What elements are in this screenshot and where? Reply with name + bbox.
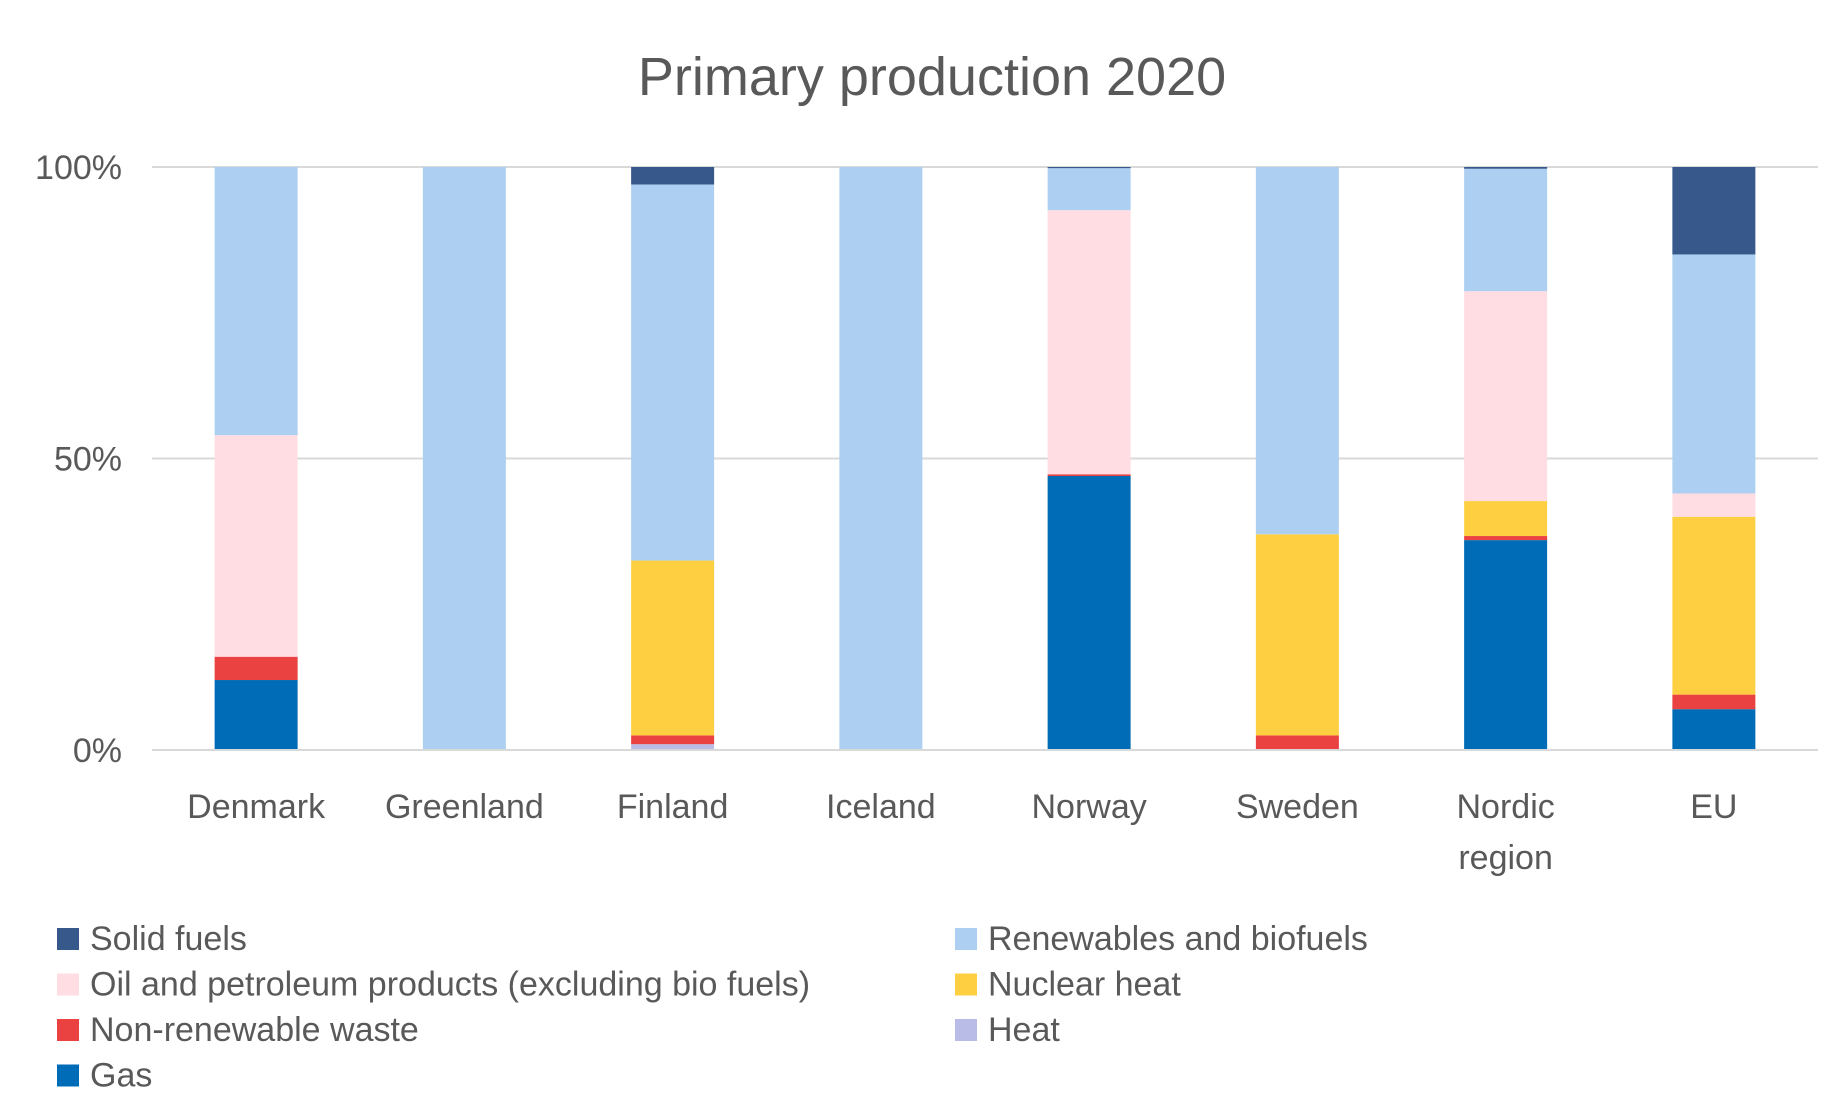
bar-segment <box>631 560 715 736</box>
bar-segment <box>1672 694 1756 710</box>
bar-segment <box>1672 493 1756 517</box>
legend-item: Non-renewable waste <box>57 1011 419 1049</box>
bar-segment <box>1255 167 1339 535</box>
legend-item: Solid fuels <box>57 920 247 958</box>
legend-label: Heat <box>988 1011 1060 1049</box>
legend-item: Heat <box>955 1011 1060 1049</box>
y-tick-label: 0% <box>73 732 122 770</box>
x-tick-label: Denmark <box>187 788 326 826</box>
bar-segment <box>214 656 298 681</box>
bar-segment <box>422 167 506 750</box>
x-tick-label: Nordic <box>1457 788 1555 826</box>
x-tick-label: Iceland <box>826 788 936 826</box>
legend-swatch <box>57 1064 79 1087</box>
bar-segment <box>1464 536 1548 541</box>
bar-segment <box>1255 534 1339 736</box>
x-tick-label: Finland <box>617 788 729 826</box>
legend-swatch <box>955 928 977 950</box>
bar-segment <box>631 184 715 561</box>
bar-segment <box>1464 168 1548 292</box>
bar-segment <box>1672 709 1756 750</box>
gridlines <box>152 166 1818 460</box>
legend: Solid fuels Renewables and biofuels Oil an… <box>57 920 1368 1095</box>
bar-segment <box>214 680 298 750</box>
bar-segment <box>1464 540 1548 750</box>
bar-segment <box>1672 167 1756 255</box>
bar-segment <box>1047 168 1131 211</box>
bar-segment <box>1047 474 1131 476</box>
legend-swatch <box>57 973 79 996</box>
x-axis-ticks: Denmark Greenland Finland Iceland Norway Swed… <box>187 788 1737 877</box>
legend-item: Oil and petroleum products (excluding bi… <box>57 966 810 1004</box>
bar-segment <box>1672 516 1756 695</box>
legend-label: Solid fuels <box>90 920 247 958</box>
bar-segment <box>631 744 715 750</box>
bar-segment <box>214 435 298 657</box>
bar-segment <box>1464 167 1548 169</box>
legend-item: Renewables and biofuels <box>955 920 1368 958</box>
legend-label: Oil and petroleum products (excluding bi… <box>90 966 810 1004</box>
bar-segment <box>214 167 298 436</box>
legend-label: Renewables and biofuels <box>988 920 1368 958</box>
x-tick-label: Sweden <box>1236 788 1359 826</box>
x-tick-label: EU <box>1690 788 1737 826</box>
bar-segment <box>631 735 715 745</box>
x-tick-label: region <box>1458 839 1553 877</box>
bar-segment <box>1672 254 1756 494</box>
bar-segment <box>1464 501 1548 537</box>
legend-item: Nuclear heat <box>955 966 1181 1004</box>
bar-segment <box>631 167 715 185</box>
legend-label: Nuclear heat <box>988 966 1181 1004</box>
chart-title: Primary production 2020 <box>638 47 1226 107</box>
bar-segment <box>1047 475 1131 750</box>
y-tick-label: 50% <box>54 441 122 479</box>
x-tick-label: Greenland <box>385 788 544 826</box>
bar-segment <box>1047 210 1131 475</box>
legend-swatch <box>955 1019 977 1041</box>
legend-item: Gas <box>57 1057 152 1095</box>
bar-segment <box>1047 167 1131 169</box>
legend-swatch <box>57 1019 79 1041</box>
y-axis-ticks: 0% 50% 100% <box>35 149 122 770</box>
legend-swatch <box>57 928 79 950</box>
bar-segment <box>1255 735 1339 750</box>
legend-label: Gas <box>90 1057 152 1095</box>
bars <box>214 167 1756 750</box>
legend-label: Non-renewable waste <box>90 1011 419 1049</box>
y-tick-label: 100% <box>35 149 122 187</box>
bar-segment <box>1464 291 1548 502</box>
legend-swatch <box>955 973 977 996</box>
bar-segment <box>839 167 923 750</box>
x-tick-label: Norway <box>1032 788 1147 826</box>
